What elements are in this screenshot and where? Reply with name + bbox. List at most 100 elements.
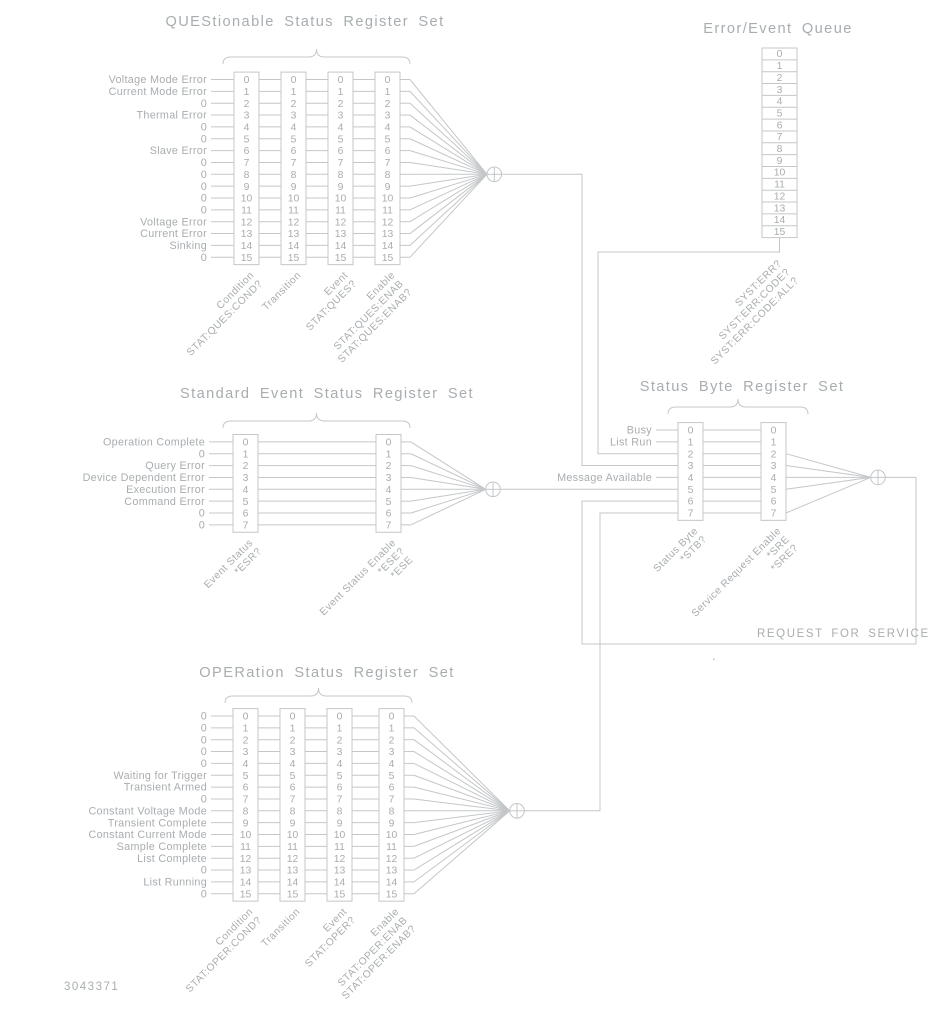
fan-summary-line bbox=[409, 173, 488, 187]
queue-slot-number: 4 bbox=[777, 97, 783, 108]
queue-slot-number: 8 bbox=[777, 144, 783, 155]
bit-number: 12 bbox=[288, 217, 300, 228]
bit-number: 6 bbox=[291, 146, 297, 157]
fan-summary-line bbox=[413, 810, 510, 824]
bit-number: 12 bbox=[386, 854, 398, 865]
bit-number: 1 bbox=[771, 437, 777, 448]
bit-number: 3 bbox=[386, 473, 392, 484]
operation-brace bbox=[224, 687, 413, 704]
bit-number: 7 bbox=[244, 158, 250, 169]
fan-summary-line bbox=[410, 453, 486, 490]
bit-label: Execution Error bbox=[126, 484, 205, 496]
fan-summary-line bbox=[409, 114, 488, 175]
bit-number: 5 bbox=[385, 134, 391, 145]
bit-label: Transient Complete bbox=[108, 817, 207, 829]
bit-number: 13 bbox=[241, 229, 253, 240]
bit-number: 5 bbox=[244, 134, 250, 145]
bit-label: List Running bbox=[143, 877, 207, 889]
standard_event-brace bbox=[222, 412, 411, 429]
bit-number: 7 bbox=[386, 520, 392, 531]
bit-number: 15 bbox=[240, 889, 252, 900]
fan-summary-line bbox=[409, 79, 488, 175]
fan-summary-line bbox=[409, 173, 488, 199]
bit-number: 5 bbox=[243, 771, 249, 782]
bit-number: 3 bbox=[771, 461, 777, 472]
bit-label: 0 bbox=[199, 508, 205, 520]
bit-number: 9 bbox=[389, 818, 395, 829]
bit-number: 15 bbox=[287, 889, 299, 900]
queue-slot-number: 5 bbox=[777, 108, 783, 119]
bit-number: 3 bbox=[291, 111, 297, 122]
fan-summary-line bbox=[785, 476, 871, 490]
questionable-register-box bbox=[233, 71, 260, 266]
operation-register-set: 0123456789101112131415ConditionSTAT:OPER… bbox=[88, 687, 525, 1002]
bit-number: 4 bbox=[386, 485, 392, 496]
bit-label: 0 bbox=[201, 888, 207, 900]
bit-number: 7 bbox=[688, 509, 694, 520]
bit-number: 15 bbox=[241, 253, 253, 264]
bit-number: 1 bbox=[337, 723, 343, 734]
command-label: STAT:OPER:COND? bbox=[184, 915, 264, 995]
standard_event-summary-or-icon bbox=[485, 481, 501, 498]
bit-label: Constant Voltage Mode bbox=[88, 805, 207, 817]
bit-number: 0 bbox=[290, 712, 296, 723]
bit-number: 10 bbox=[240, 830, 252, 841]
bit-number: 4 bbox=[389, 759, 395, 770]
bit-number: 15 bbox=[382, 253, 394, 264]
bit-number: 6 bbox=[243, 783, 249, 794]
bit-number: 7 bbox=[291, 158, 297, 169]
bit-number: 2 bbox=[337, 735, 343, 746]
bit-number: 2 bbox=[243, 735, 249, 746]
bit-number: 11 bbox=[240, 842, 251, 853]
bit-number: 7 bbox=[389, 795, 395, 806]
bit-number: 1 bbox=[243, 723, 249, 734]
bit-number: 4 bbox=[243, 759, 249, 770]
bit-number: 2 bbox=[389, 735, 395, 746]
bit-label: Message Available bbox=[557, 472, 652, 484]
bit-number: 3 bbox=[385, 111, 391, 122]
bit-number: 6 bbox=[290, 783, 296, 794]
bit-number: 1 bbox=[290, 723, 296, 734]
fan-summary-line bbox=[410, 488, 486, 514]
status_byte-summary-or-icon bbox=[870, 469, 886, 486]
fan-summary-line bbox=[413, 715, 511, 812]
operation-register-box bbox=[232, 708, 259, 902]
bit-label: 0 bbox=[201, 98, 207, 110]
bit-number: 1 bbox=[291, 87, 297, 98]
standard_event-column-commands: Event Status Enable*ESE?*ESE bbox=[318, 538, 415, 618]
bit-number: 2 bbox=[385, 99, 391, 110]
bit-label: Constant Current Mode bbox=[88, 829, 207, 841]
bit-number: 6 bbox=[243, 509, 249, 520]
drawing-part-number: 3043371 bbox=[64, 981, 120, 993]
bit-number: 14 bbox=[288, 241, 300, 252]
fan-summary-line bbox=[413, 810, 510, 871]
bit-number: 4 bbox=[337, 759, 343, 770]
bit-number: 5 bbox=[291, 134, 297, 145]
bit-number: 4 bbox=[244, 123, 250, 134]
fan-summary-line bbox=[409, 102, 488, 175]
bit-label: List Complete bbox=[137, 853, 207, 865]
bit-number: 4 bbox=[385, 123, 391, 134]
operation-summary-or-icon bbox=[509, 803, 525, 819]
bit-number: 8 bbox=[290, 806, 296, 817]
bit-number: 12 bbox=[287, 854, 299, 865]
bit-number: 10 bbox=[288, 194, 300, 205]
fan-summary-line bbox=[785, 453, 871, 478]
bit-number: 4 bbox=[338, 123, 344, 134]
bit-number: 5 bbox=[688, 485, 694, 496]
command-label: Transition bbox=[260, 906, 303, 949]
bit-number: 13 bbox=[386, 866, 398, 877]
bit-number: 11 bbox=[386, 842, 397, 853]
bit-number: 9 bbox=[244, 182, 250, 193]
bit-label: 0 bbox=[199, 519, 205, 531]
bit-number: 12 bbox=[241, 217, 253, 228]
bit-number: 6 bbox=[337, 783, 343, 794]
bit-label: Voltage Error bbox=[140, 216, 207, 228]
fan-summary-line bbox=[413, 739, 510, 812]
fan-summary-line bbox=[413, 762, 510, 812]
bit-label: 0 bbox=[201, 157, 207, 169]
bit-number: 8 bbox=[244, 170, 250, 181]
